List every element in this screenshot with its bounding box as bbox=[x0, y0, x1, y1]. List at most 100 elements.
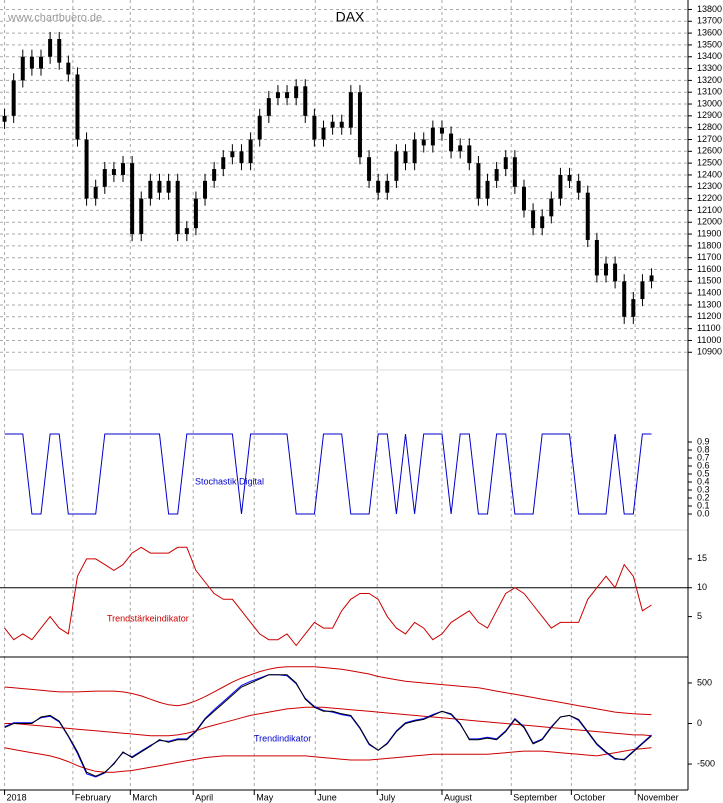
candle-body bbox=[622, 281, 627, 317]
candle-body bbox=[184, 228, 189, 235]
panel-label: Stochastik Digital bbox=[195, 476, 264, 486]
panel-label: Trendstärkeindikator bbox=[107, 613, 189, 623]
candle-body bbox=[494, 169, 499, 181]
candle-body bbox=[221, 157, 226, 170]
candle-body bbox=[330, 121, 335, 128]
series-line bbox=[4, 666, 652, 716]
candle-body bbox=[230, 151, 235, 158]
y-tick-label: 11800 bbox=[697, 240, 721, 250]
y-tick-label: 13000 bbox=[697, 98, 722, 108]
candle-body bbox=[512, 157, 517, 187]
candle-body bbox=[266, 98, 271, 116]
y-tick-label: 13200 bbox=[697, 75, 722, 85]
panel-label: Trendindikator bbox=[254, 733, 311, 743]
candle-body bbox=[2, 115, 7, 122]
y-tick-label: 0.4 bbox=[697, 476, 710, 486]
y-tick-label: 13300 bbox=[697, 63, 722, 73]
x-tick-label: March bbox=[132, 792, 157, 802]
candle-body bbox=[148, 180, 153, 199]
y-tick-label: 5 bbox=[697, 611, 702, 621]
candle-body bbox=[640, 281, 645, 300]
y-tick-label: 0.3 bbox=[697, 484, 710, 494]
candle-body bbox=[193, 198, 198, 229]
candle-body bbox=[84, 139, 89, 199]
candle-body bbox=[467, 145, 472, 164]
candle-body bbox=[367, 157, 372, 181]
y-tick-label: 0.8 bbox=[697, 444, 710, 454]
y-tick-label: 12000 bbox=[697, 217, 722, 227]
candle-body bbox=[57, 39, 62, 63]
y-tick-label: 11900 bbox=[697, 228, 721, 238]
x-tick-label: April bbox=[195, 792, 213, 802]
candle-body bbox=[11, 80, 16, 116]
candle-body bbox=[111, 169, 116, 175]
y-tick-label: 0.5 bbox=[697, 468, 710, 478]
candle-body bbox=[102, 169, 107, 187]
candle-body bbox=[39, 56, 44, 69]
candle-body bbox=[294, 86, 299, 99]
candle-body bbox=[412, 139, 417, 164]
watermark: www.chartbuero.de bbox=[7, 12, 102, 24]
y-tick-label: 500 bbox=[697, 677, 712, 687]
y-tick-label: 11100 bbox=[697, 323, 721, 333]
candle-body bbox=[48, 39, 53, 57]
y-tick-label: 12700 bbox=[697, 134, 722, 144]
candle-body bbox=[430, 127, 435, 146]
candle-body bbox=[175, 180, 180, 235]
y-tick-label: 13100 bbox=[697, 87, 722, 97]
y-tick-label: 11400 bbox=[697, 288, 721, 298]
candle-body bbox=[121, 163, 126, 175]
y-tick-label: 0 bbox=[697, 718, 702, 728]
y-tick-label: 0.9 bbox=[697, 436, 710, 446]
candle-body bbox=[458, 145, 463, 152]
candle-body bbox=[130, 163, 135, 235]
y-tick-label: 12100 bbox=[697, 205, 722, 215]
y-tick-label: 11500 bbox=[697, 276, 721, 286]
y-tick-label: 12500 bbox=[697, 158, 722, 168]
candle-body bbox=[449, 133, 454, 152]
y-tick-label: 10 bbox=[697, 582, 707, 592]
candle-body bbox=[212, 169, 217, 181]
y-tick-label: 13400 bbox=[697, 51, 722, 61]
candle-body bbox=[357, 92, 362, 158]
x-tick-label: 2018 bbox=[7, 792, 27, 802]
y-tick-label: 11200 bbox=[697, 311, 721, 321]
candle-body bbox=[248, 139, 253, 164]
candle-body bbox=[376, 180, 381, 193]
candle-body bbox=[275, 92, 280, 99]
candle-body bbox=[257, 115, 262, 140]
candle-body bbox=[29, 56, 34, 69]
candle-body bbox=[203, 180, 208, 199]
y-tick-label: 12400 bbox=[697, 169, 722, 179]
candle-body bbox=[567, 174, 572, 181]
y-tick-label: 0.7 bbox=[697, 452, 710, 462]
y-tick-label: 0.2 bbox=[697, 492, 710, 502]
candle-body bbox=[439, 127, 444, 134]
candle-body bbox=[576, 180, 581, 193]
x-tick-label: September bbox=[513, 792, 557, 802]
y-tick-label: 12200 bbox=[697, 193, 722, 203]
candle-body bbox=[285, 92, 290, 99]
candle-body bbox=[631, 299, 636, 317]
y-tick-label: 0.0 bbox=[697, 508, 710, 518]
y-tick-label: 10900 bbox=[697, 347, 722, 357]
candle-body bbox=[521, 186, 526, 211]
candle-body bbox=[139, 198, 144, 235]
x-tick-label: October bbox=[573, 792, 605, 802]
y-tick-label: 15 bbox=[697, 553, 707, 563]
y-tick-label: 13800 bbox=[697, 4, 722, 14]
candle-body bbox=[558, 174, 563, 199]
chart-title: DAX bbox=[336, 9, 365, 25]
candle-body bbox=[93, 186, 98, 199]
y-tick-label: 0.6 bbox=[697, 460, 710, 470]
y-tick-label: 12900 bbox=[697, 110, 722, 120]
candle-body bbox=[66, 62, 71, 75]
candle-body bbox=[476, 163, 481, 199]
candle-body bbox=[75, 74, 80, 140]
series-line bbox=[4, 747, 652, 773]
y-tick-label: 11700 bbox=[697, 252, 721, 262]
y-tick-label: 11600 bbox=[697, 264, 721, 274]
x-tick-label: August bbox=[444, 792, 473, 802]
candle-body bbox=[531, 210, 536, 229]
